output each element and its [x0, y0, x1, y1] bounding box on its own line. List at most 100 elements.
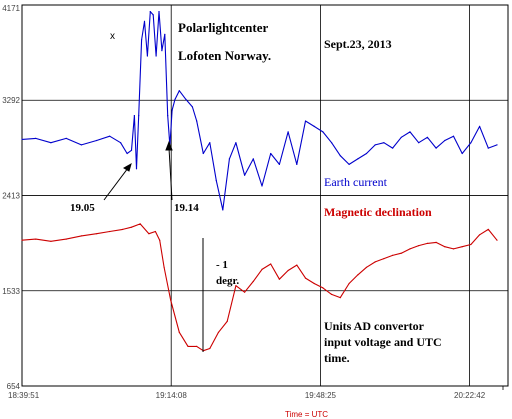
data-point — [461, 152, 463, 155]
data-point — [470, 243, 472, 246]
marker-x-label: x — [110, 31, 115, 42]
data-point — [146, 55, 148, 57]
y-tick-label: 3292 — [2, 96, 20, 105]
data-point — [163, 266, 165, 268]
data-point — [80, 235, 82, 237]
data-point — [392, 254, 394, 256]
data-point — [270, 263, 272, 265]
series-line — [21, 223, 498, 352]
data-point — [152, 14, 154, 16]
data-point — [435, 147, 437, 149]
data-point — [35, 137, 37, 139]
data-point — [226, 320, 228, 322]
y-tick-label: 654 — [7, 382, 21, 391]
data-point — [122, 228, 124, 230]
data-point — [158, 11, 160, 13]
data-point — [261, 268, 263, 270]
data-point — [35, 238, 37, 240]
data-point — [313, 282, 315, 285]
data-point — [228, 158, 230, 160]
data-point — [143, 20, 146, 22]
data-point — [196, 120, 198, 122]
data-point — [418, 142, 420, 144]
data-point — [244, 174, 246, 176]
data-point — [130, 226, 133, 228]
scale-label-line1: - 1 — [216, 259, 228, 271]
data-point — [304, 120, 307, 122]
data-point — [80, 144, 82, 146]
data-point — [452, 248, 455, 250]
data-point — [171, 109, 173, 111]
data-point — [252, 280, 254, 282]
data-point — [383, 258, 385, 260]
data-point — [187, 345, 189, 347]
data-point — [159, 239, 161, 241]
units-label-line3: time. — [324, 351, 350, 365]
x-tick-label: 19:14:08 — [156, 391, 188, 400]
data-point — [185, 98, 187, 100]
data-point — [435, 241, 437, 243]
arrow-1914-line — [168, 147, 173, 201]
data-point — [244, 291, 246, 293]
data-point — [170, 299, 172, 301]
data-point — [322, 287, 324, 289]
data-point — [278, 163, 280, 165]
data-point — [348, 163, 350, 165]
data-point — [418, 245, 420, 247]
data-point — [126, 152, 128, 155]
data-point — [109, 135, 111, 137]
data-point — [65, 137, 67, 139]
data-point — [426, 136, 428, 138]
chart-subtitle: Lofoten Norway. — [178, 48, 271, 63]
data-point — [487, 147, 489, 149]
data-point — [96, 139, 98, 142]
time-label-1905: 19.05 — [70, 202, 95, 214]
data-point — [139, 223, 141, 225]
data-point — [191, 106, 193, 108]
data-point — [287, 269, 289, 272]
data-point — [348, 282, 350, 285]
data-point — [50, 240, 52, 242]
data-point — [174, 98, 176, 100]
data-point — [21, 138, 23, 140]
data-point — [133, 115, 135, 117]
data-point — [278, 278, 280, 280]
data-point — [409, 131, 411, 133]
data-point — [496, 144, 498, 146]
data-point — [155, 55, 157, 57]
data-point — [392, 147, 394, 149]
arrow-1905-line — [103, 167, 129, 201]
chart-title: Polarlightcenter — [178, 20, 268, 35]
data-point — [487, 228, 489, 230]
time-label-1914: 19.14 — [174, 202, 199, 214]
data-point — [331, 293, 333, 295]
data-point — [287, 131, 289, 133]
data-point — [178, 331, 180, 333]
data-point — [215, 180, 217, 182]
data-point — [164, 33, 166, 36]
annotation-arrows — [103, 140, 204, 352]
y-tick-label: 1533 — [2, 287, 20, 296]
data-point — [149, 11, 151, 13]
data-point — [270, 152, 272, 155]
data-point — [154, 230, 156, 233]
data-point — [120, 142, 122, 144]
scale-label-line2: degr. — [216, 275, 239, 287]
data-point — [217, 331, 220, 333]
x-tick-label: 20:22:42 — [454, 391, 486, 400]
data-point — [209, 347, 211, 350]
grid — [21, 4, 509, 387]
data-point — [400, 136, 402, 138]
data-point — [331, 142, 333, 144]
data-point — [96, 233, 98, 235]
data-point — [141, 39, 143, 41]
data-point — [357, 158, 359, 160]
y-axis-ticks: 654 1533 2413 3292 4171 — [2, 4, 20, 391]
data-point — [496, 239, 498, 241]
data-point — [235, 285, 237, 287]
data-point — [374, 144, 376, 146]
series-magnetic-declination — [21, 223, 498, 352]
data-point — [296, 264, 298, 266]
data-point — [65, 238, 67, 240]
data-point — [222, 209, 224, 211]
